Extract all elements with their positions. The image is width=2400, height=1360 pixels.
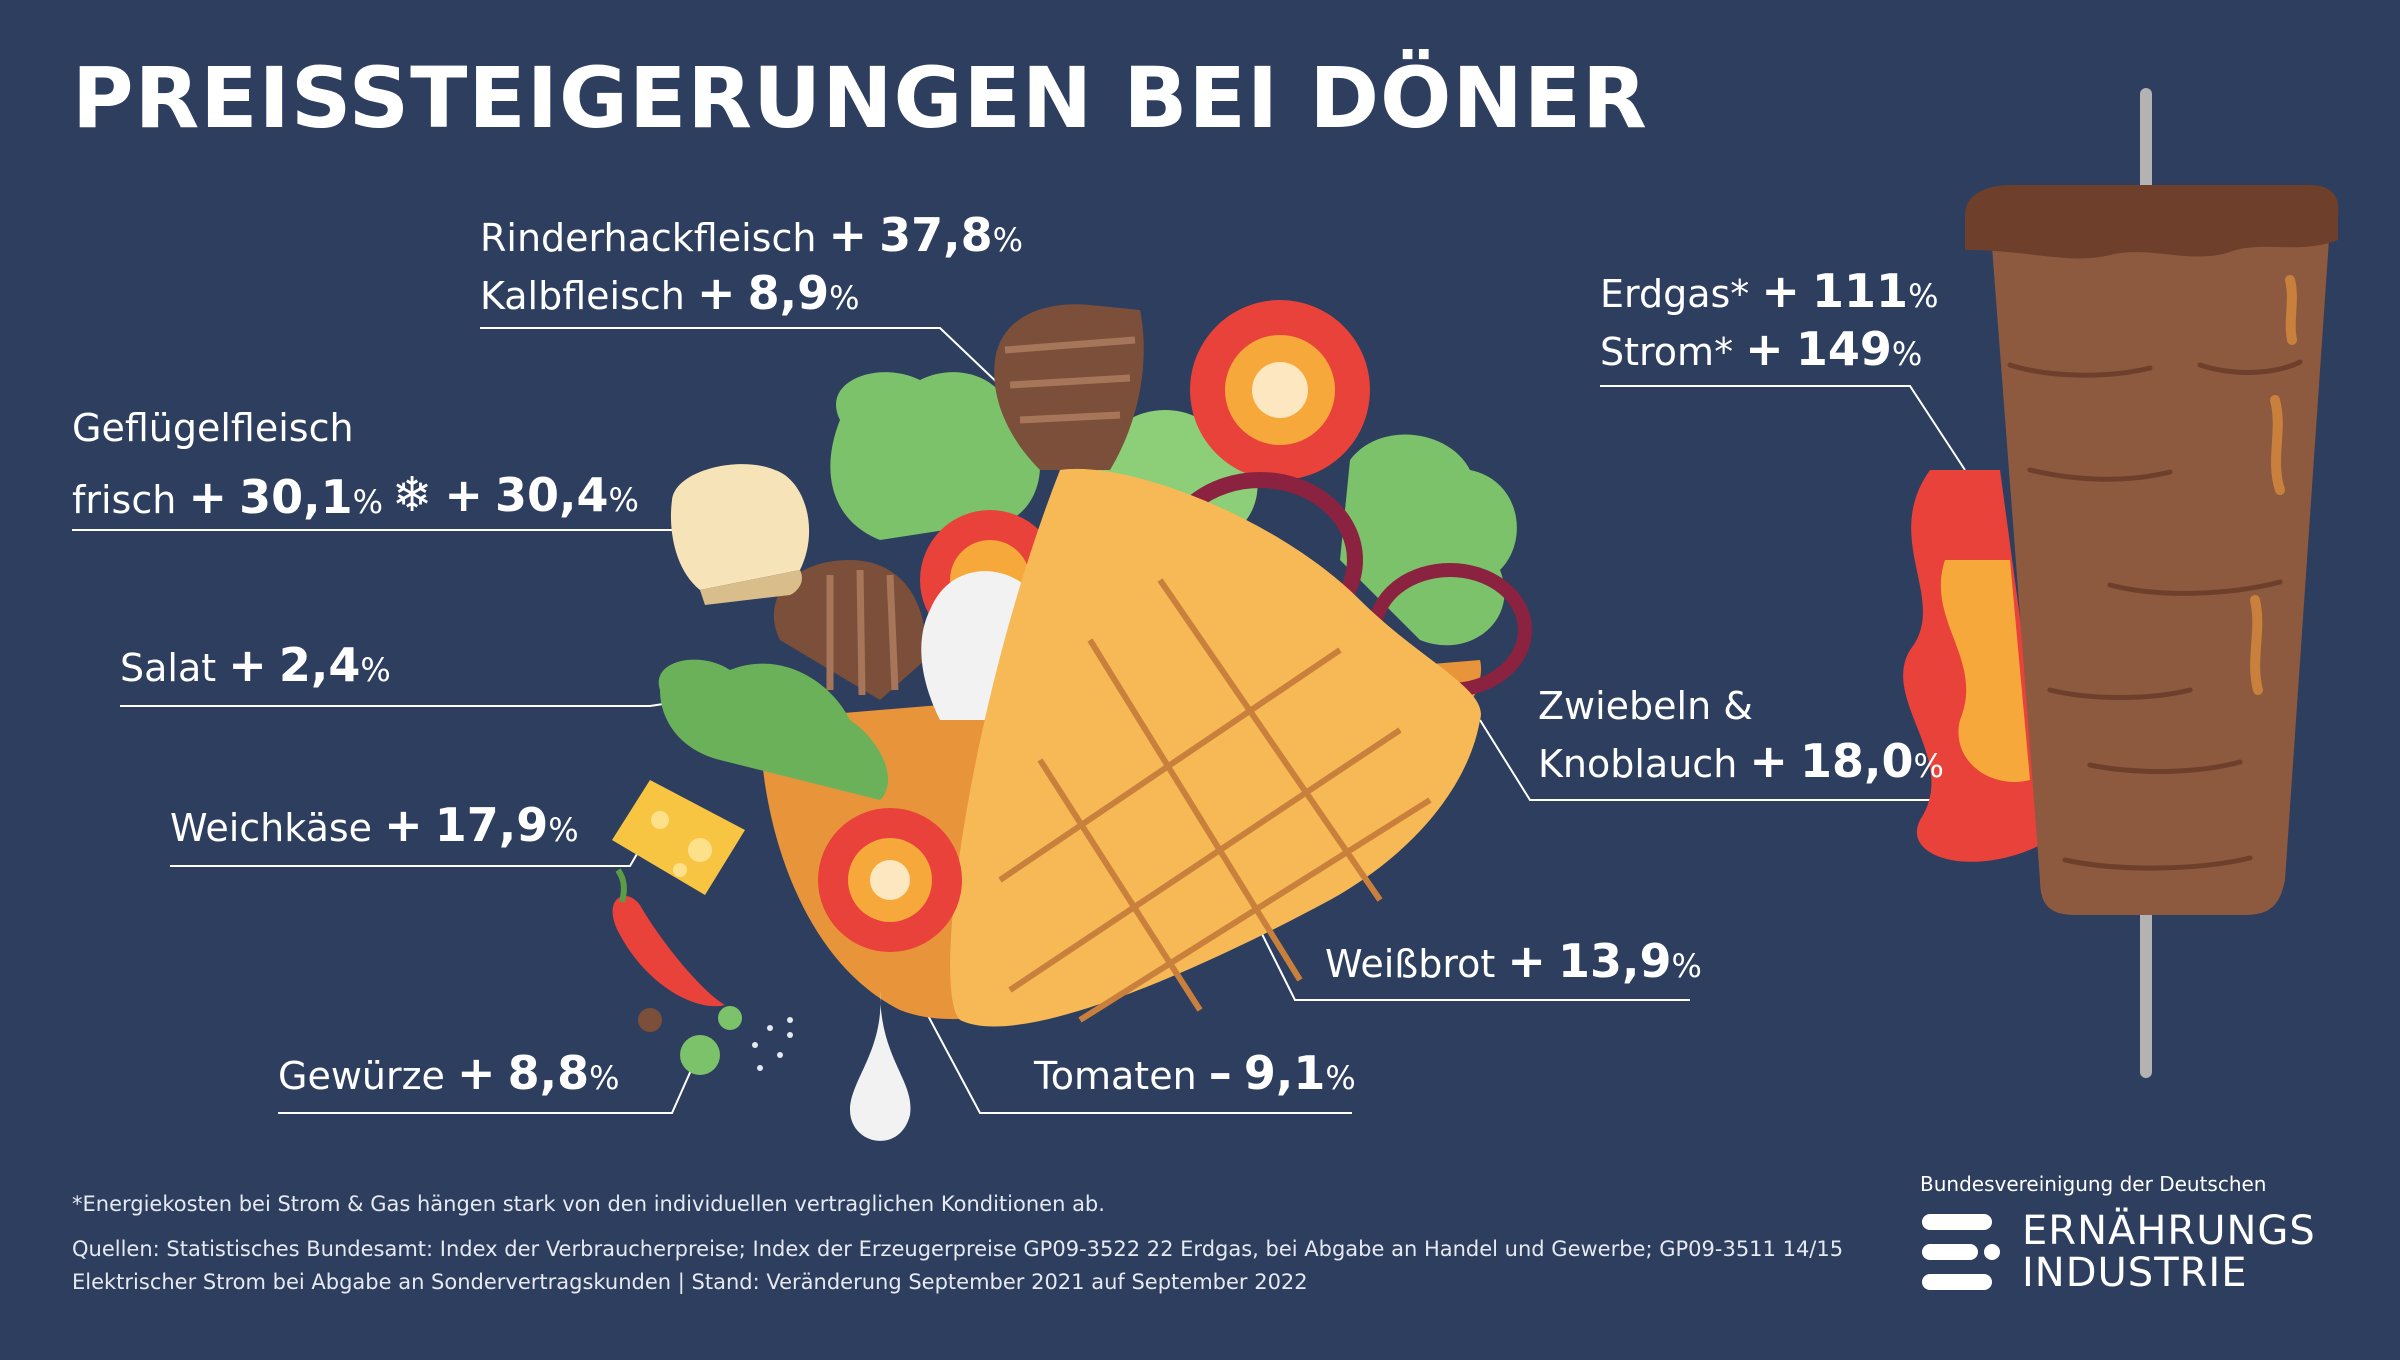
snowflake-icon: ❄ bbox=[392, 467, 433, 523]
leader-line-weissbrot bbox=[1259, 929, 1690, 1001]
item-value: 18,0 bbox=[1800, 734, 1914, 788]
doener-spiess-icon bbox=[1903, 88, 2339, 1078]
label-kalbfleisch: Kalbfleisch + 8,9% bbox=[480, 264, 860, 324]
item-unit: % bbox=[992, 221, 1024, 259]
item-sign: + bbox=[1749, 734, 1788, 788]
sources-line-2: Elektrischer Strom bei Abgabe an Sonderv… bbox=[72, 1270, 1308, 1294]
item-unit: % bbox=[1891, 335, 1923, 373]
leader-line-salat bbox=[120, 699, 691, 707]
leader-line-tomaten bbox=[924, 1009, 1352, 1114]
label-strom: Strom* + 149% bbox=[1600, 320, 1922, 380]
item-name: frisch bbox=[72, 478, 177, 522]
logo-line-1: ERNÄHRUNGS bbox=[2022, 1208, 2316, 1254]
item-name: Erdgas* bbox=[1600, 272, 1750, 316]
item-unit: % bbox=[548, 811, 579, 849]
item-value: 149 bbox=[1795, 322, 1892, 376]
item-unit: % bbox=[360, 651, 391, 689]
item-name: Knoblauch bbox=[1538, 742, 1738, 786]
item-sign: + bbox=[1761, 264, 1800, 318]
label-weissbrot: Weißbrot + 13,9% bbox=[1325, 932, 1702, 992]
item-sign: + bbox=[828, 208, 868, 262]
item-unit: % bbox=[589, 1059, 620, 1097]
label-gefluegel-title: Geflügelfleisch bbox=[72, 406, 354, 450]
item-unit: % bbox=[1908, 277, 1939, 315]
label-tomaten: Tomaten – 9,1% bbox=[1034, 1044, 1356, 1104]
item-name: Weißbrot bbox=[1325, 942, 1496, 986]
item-name: Salat bbox=[120, 646, 217, 690]
label-gefluegel-tiefgekuehlt: ❄ + 30,4% bbox=[392, 464, 639, 526]
logo-line-2: INDUSTRIE bbox=[2022, 1250, 2248, 1296]
item-name: Gewürze bbox=[278, 1054, 445, 1098]
item-unit: % bbox=[1325, 1059, 1356, 1097]
item-value: 2,4 bbox=[278, 638, 361, 692]
item-value: 17,9 bbox=[434, 798, 549, 852]
label-rinderhackfleisch: Rinderhackfleisch + 37,8% bbox=[480, 206, 1023, 266]
item-sign: + bbox=[188, 470, 227, 524]
item-value: 37,8 bbox=[879, 208, 993, 262]
item-value: 30,4 bbox=[494, 468, 609, 522]
item-sign: + bbox=[696, 266, 736, 320]
item-name: Weichkäse bbox=[170, 806, 373, 850]
item-unit: % bbox=[1671, 947, 1702, 985]
item-value: 8,8 bbox=[507, 1046, 590, 1100]
label-zwiebeln-title: Zwiebeln & bbox=[1538, 684, 1753, 728]
item-value: 111 bbox=[1812, 264, 1909, 318]
sources-line-1: Quellen: Statistisches Bundesamt: Index … bbox=[72, 1237, 1844, 1261]
label-erdgas: Erdgas* + 111% bbox=[1600, 262, 1938, 322]
label-gefluegel-frisch: frisch + 30,1% bbox=[72, 468, 383, 528]
item-sign: + bbox=[457, 1046, 496, 1100]
item-value: 13,9 bbox=[1558, 934, 1672, 988]
item-sign: + bbox=[1507, 934, 1546, 988]
item-unit: % bbox=[829, 279, 860, 317]
item-name: Strom* bbox=[1600, 330, 1734, 374]
page-title: PREISSTEIGERUNGEN BEI DÖNER bbox=[72, 49, 1648, 147]
label-zwiebeln-knoblauch: Knoblauch + 18,0% bbox=[1538, 732, 1944, 792]
leader-line-fleisch bbox=[480, 327, 1006, 391]
item-name: Tomaten bbox=[1034, 1054, 1197, 1098]
item-value: 30,1 bbox=[239, 470, 353, 524]
item-sign: + bbox=[384, 798, 423, 852]
leader-lines bbox=[72, 327, 1966, 1114]
logo-mark-icon bbox=[1922, 1214, 2000, 1290]
item-value: 9,1 bbox=[1243, 1046, 1326, 1100]
item-unit: % bbox=[352, 483, 383, 521]
item-value: 8,9 bbox=[747, 266, 830, 320]
label-weichkaese: Weichkäse + 17,9% bbox=[170, 796, 579, 856]
label-gewuerze: Gewürze + 8,8% bbox=[278, 1044, 620, 1104]
item-sign: + bbox=[228, 638, 267, 692]
item-sign: – bbox=[1208, 1046, 1232, 1100]
doener-illustration-icon bbox=[612, 300, 1532, 1141]
leader-line-zwiebeln bbox=[1479, 719, 1932, 801]
item-name: Rinderhackfleisch bbox=[480, 216, 817, 260]
item-unit: % bbox=[608, 481, 639, 519]
label-salat: Salat + 2,4% bbox=[120, 636, 391, 696]
leader-line-energie bbox=[1600, 385, 1966, 471]
item-sign: + bbox=[1745, 322, 1784, 376]
item-sign: + bbox=[444, 468, 483, 522]
item-unit: % bbox=[1913, 747, 1944, 785]
footnote: *Energiekosten bei Strom & Gas hängen st… bbox=[72, 1192, 1105, 1216]
logo-wordmark: ERNÄHRUNGS INDUSTRIE bbox=[2022, 1210, 2316, 1294]
logo-subtitle: Bundesvereinigung der Deutschen bbox=[1920, 1172, 2267, 1196]
item-name: Kalbfleisch bbox=[480, 274, 685, 318]
